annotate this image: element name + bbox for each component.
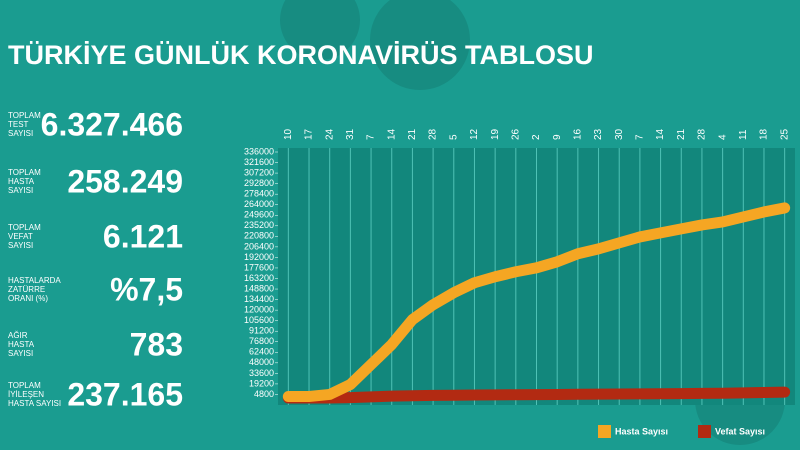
y-tick-label: 177600 [244,262,274,272]
y-tick-label: 76800 [249,336,274,346]
y-tick-label: 192000 [244,252,274,262]
stat-label: HASTALARDA [8,276,61,285]
legend-swatch [698,425,711,438]
x-tick-label: 31 [345,128,356,140]
x-tick-label: 17 [304,128,315,140]
y-tick-label: 321600 [244,157,274,167]
y-tick-label: 307200 [244,167,274,177]
series-line [282,202,791,403]
stat-label: TOPLAM [8,111,41,120]
y-tick-label: 163200 [244,273,274,283]
stat-label: TOPLAM [8,168,41,177]
stat-label: ORANI (%) [8,294,48,303]
y-tick-label: 33600 [249,368,274,378]
y-tick-label: 91200 [249,326,274,336]
y-tick-label: 48000 [249,357,274,367]
x-tick-label: 23 [593,128,604,140]
stat-value: 6.327.466 [41,106,183,142]
stat-label: HASTA SAYISI [8,399,61,408]
legend-label: Vefat Sayısı [715,426,765,436]
title: TÜRKİYE GÜNLÜK KORONAVİRÜS TABLOSU [8,40,594,70]
stat-value: %7,5 [110,271,183,307]
stat-label: SAYISI [8,349,33,358]
stat-label: HASTA [8,177,35,186]
y-tick-label: 235200 [244,220,274,230]
stat-label: TOPLAM [8,223,41,232]
x-tick-label: 24 [324,128,335,140]
y-tick-label: 148800 [244,283,274,293]
y-tick-label: 62400 [249,347,274,357]
stat-label: SAYISI [8,241,33,250]
stat-label: HASTA [8,340,35,349]
virus-decoration [370,0,470,90]
stat-label: ZATÜRRE [8,285,45,294]
x-tick-label: 14 [386,128,397,140]
x-tick-label: 28 [428,128,439,140]
x-tick-label: 21 [407,128,418,140]
stat-label: TOPLAM [8,381,41,390]
stat-label: İYİLEŞEN [8,390,44,399]
y-tick-label: 264000 [244,199,274,209]
virus-decoration [280,0,360,60]
x-tick-label: 2 [531,134,542,140]
stat-label: SAYISI [8,186,33,195]
y-tick-label: 220800 [244,231,274,241]
x-tick-label: 14 [655,128,666,140]
x-tick-label: 30 [614,128,625,140]
x-tick-label: 16 [573,128,584,140]
x-tick-label: 5 [448,134,459,140]
stat-label: SAYISI [8,129,33,138]
y-tick-label: 249600 [244,210,274,220]
x-tick-label: 7 [635,134,646,140]
x-tick-label: 21 [676,128,687,140]
y-tick-label: 134400 [244,294,274,304]
stat-label: AĞIR [8,331,28,340]
y-tick-label: 206400 [244,241,274,251]
y-tick-label: 120000 [244,305,274,315]
stat-value: 783 [130,326,183,362]
x-tick-label: 10 [283,128,294,140]
stat-value: 6.121 [103,218,183,254]
y-tick-label: 4800 [254,389,274,399]
legend-swatch [598,425,611,438]
y-tick-label: 105600 [244,315,274,325]
legend-label: Hasta Sayısı [615,426,668,436]
x-tick-label: 9 [552,134,563,140]
x-tick-label: 11 [738,129,749,140]
stat-value: 237.165 [67,376,183,412]
y-tick-label: 292800 [244,178,274,188]
x-tick-label: 28 [697,128,708,140]
x-tick-label: 19 [490,128,501,140]
x-tick-label: 18 [759,128,770,140]
y-tick-label: 278400 [244,189,274,199]
x-tick-label: 4 [717,134,728,140]
stat-label: VEFAT [8,232,33,241]
stat-value: 258.249 [67,163,183,199]
y-tick-label: 336000 [244,146,274,156]
series-line [282,386,791,404]
y-tick-label: 19200 [249,378,274,388]
x-tick-label: 26 [510,128,521,140]
x-tick-label: 7 [366,134,377,140]
x-tick-label: 12 [469,128,480,140]
stat-label: TEST [8,120,29,129]
x-tick-label: 25 [779,128,790,140]
